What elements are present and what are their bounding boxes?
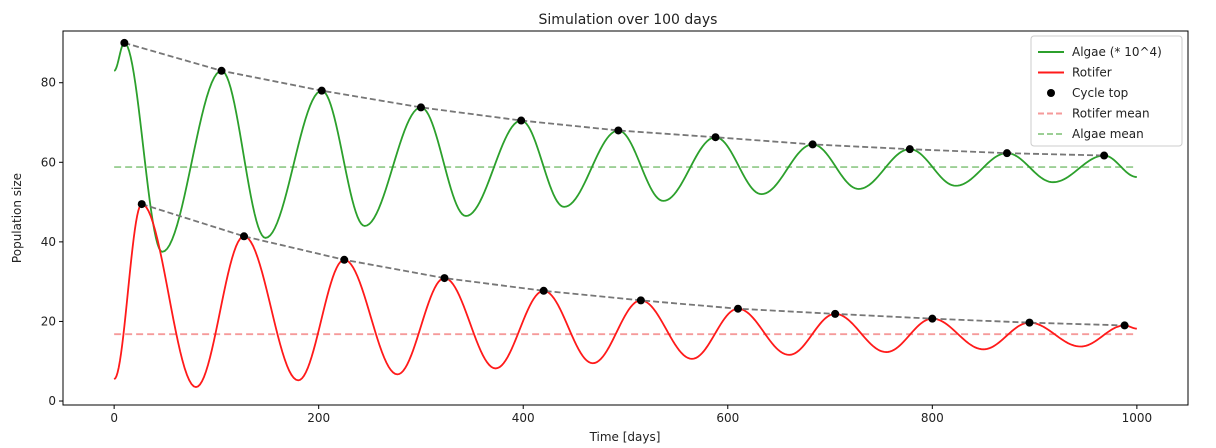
cycle-top-point <box>711 133 720 142</box>
legend-label-rotifer-mean: Rotifer mean <box>1072 107 1150 121</box>
axes-frame <box>62 30 1189 406</box>
cycle-top-point <box>808 140 817 149</box>
rotifer-line <box>113 203 1137 389</box>
cycle-top-point <box>636 296 645 305</box>
cycle-top-point <box>539 286 548 295</box>
cycle-top-point <box>905 145 914 154</box>
cycle-top-point <box>217 66 226 75</box>
y-axis-label: Population size <box>10 173 24 263</box>
cycle-top-point <box>340 255 349 264</box>
cycle-top-point <box>831 309 840 318</box>
rotifer-envelope-line <box>141 203 1125 327</box>
legend-label-algae: Algae (* 10^4) <box>1072 45 1162 59</box>
algae-envelope-line <box>124 42 1105 157</box>
legend-label-algae-mean: Algae mean <box>1072 127 1144 141</box>
y-tick-label: 0 <box>48 394 56 408</box>
legend-label-cycle-top: Cycle top <box>1072 86 1128 100</box>
cycle-top-point <box>317 86 326 95</box>
x-axis: 0 200 400 600 800 1000 <box>110 405 1152 425</box>
x-tick-label: 600 <box>716 411 739 425</box>
cycle-top-point <box>734 304 742 313</box>
cycle-top-point <box>928 314 937 323</box>
cycle-top-point <box>120 38 129 47</box>
x-tick-label: 0 <box>110 411 118 425</box>
cycle-top-point <box>240 232 249 241</box>
cycle-top-point <box>517 116 526 125</box>
y-axis: 0 20 40 60 80 <box>41 76 63 408</box>
legend-swatch-cycle-top <box>1047 89 1055 97</box>
cycle-top-point <box>440 274 449 283</box>
legend-label-rotifer: Rotifer <box>1072 66 1112 80</box>
y-tick-label: 60 <box>41 155 56 169</box>
x-tick-label: 800 <box>921 411 944 425</box>
cycle-top-point <box>1100 151 1109 160</box>
y-tick-label: 20 <box>41 314 56 328</box>
cycle-top-point <box>1002 149 1011 158</box>
plot-area <box>113 38 1137 389</box>
cycle-top-point <box>1120 321 1129 330</box>
cycle-top-point <box>137 200 146 209</box>
x-tick-label: 1000 <box>1122 411 1153 425</box>
cycle-top-point <box>614 126 623 135</box>
x-tick-label: 400 <box>512 411 535 425</box>
chart-title: Simulation over 100 days <box>539 12 718 28</box>
cycle-top-point <box>1025 318 1034 327</box>
x-tick-label: 200 <box>307 411 330 425</box>
legend-box <box>1030 35 1183 147</box>
y-tick-label: 80 <box>41 76 56 90</box>
cycle-top-point <box>416 103 425 112</box>
legend: Algae (* 10^4) Rotifer Cycle top Rotifer… <box>1030 35 1183 147</box>
x-axis-label: Time [days] <box>589 430 661 444</box>
y-tick-label: 40 <box>41 235 56 249</box>
algae-line <box>113 41 1137 253</box>
